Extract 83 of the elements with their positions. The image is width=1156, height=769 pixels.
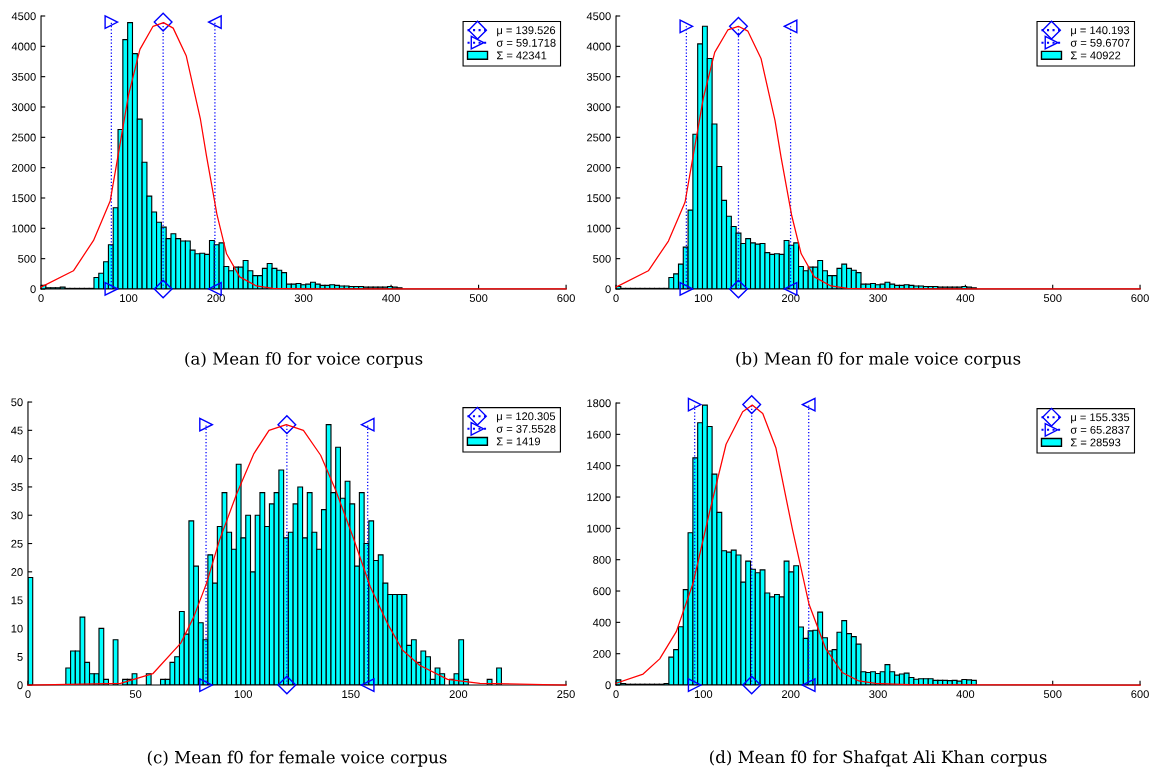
y-tick-label: 10: [11, 624, 23, 633]
x-tick-label: 400: [382, 294, 400, 303]
y-tick-label: 500: [18, 254, 36, 263]
y-tick-label: 2000: [12, 163, 36, 172]
y-tick-label: 1500: [12, 194, 36, 203]
text: (d) Mean f0 for Shafqat Ali Khan corpus: [710, 750, 1047, 767]
y-tick-label: 40: [11, 454, 23, 463]
y-tick-label: 3000: [11, 103, 36, 112]
y-tick-label: 45: [11, 426, 23, 435]
y-tick-label: 0: [30, 285, 36, 294]
y-tick-label: 2000: [587, 163, 611, 172]
text: (a) Mean f0 for voice corpus: [185, 351, 423, 369]
legend-label: μ = 140.193: [1071, 26, 1130, 37]
y-tick-label: 4000: [11, 42, 36, 51]
x-tick-label: 200: [449, 690, 468, 699]
y-tick-label: 15: [11, 596, 23, 605]
legend-label: μ = 139.526: [497, 26, 556, 37]
x-tick-label: 300: [294, 294, 313, 303]
legend-label: Σ = 42341: [497, 51, 547, 60]
x-tick-label: 500: [1043, 690, 1062, 699]
y-tick-label: 30: [11, 511, 23, 520]
y-tick-label: 3000: [586, 103, 611, 112]
y-tick-label: 0: [17, 681, 23, 690]
y-tick-label: 35: [11, 483, 23, 492]
y-tick-label: 1000: [587, 224, 611, 233]
y-tick-label: 800: [593, 555, 611, 564]
y-tick-label: 1000: [587, 524, 611, 533]
legend-label: σ = 37.5528: [496, 424, 556, 433]
y-tick-label: 3500: [11, 72, 36, 81]
x-tick-label: 250: [557, 690, 575, 699]
y-tick-label: 20: [11, 568, 23, 576]
x-tick-label: 600: [1131, 294, 1149, 303]
x-tick-label: 150: [342, 690, 360, 699]
x-tick-label: 100: [234, 690, 253, 699]
x-tick-label: 500: [1043, 294, 1062, 303]
y-tick-label: 4500: [11, 12, 36, 21]
x-tick-label: 600: [1131, 690, 1149, 699]
y-tick-label: 50: [11, 398, 23, 407]
y-tick-label: 4000: [586, 42, 611, 51]
legend-label: Σ = 40922: [1070, 51, 1121, 60]
x-tick-label: 0: [613, 690, 619, 699]
x-tick-label: 500: [469, 294, 488, 303]
x-tick-label: 100: [120, 294, 138, 303]
y-tick-label: 2500: [12, 133, 36, 142]
y-tick-label: 1200: [587, 493, 611, 502]
x-tick-label: 200: [781, 690, 800, 699]
legend-label: μ = 155.335: [1071, 413, 1130, 424]
y-tick-label: 1000: [12, 224, 36, 233]
y-tick-label: 0: [605, 285, 611, 294]
legend-label: Σ = 1419: [496, 437, 541, 446]
y-tick-label: 1600: [587, 430, 611, 439]
x-tick-label: 0: [38, 294, 44, 303]
x-tick-label: 200: [207, 294, 225, 303]
y-tick-label: 1500: [587, 194, 611, 203]
x-tick-label: 50: [129, 690, 142, 699]
y-tick-label: 3500: [586, 72, 611, 81]
y-tick-label: 2500: [587, 133, 611, 142]
legend-label: σ = 59.1718: [496, 38, 556, 47]
y-tick-label: 1800: [587, 399, 611, 408]
y-tick-label: 4500: [586, 12, 611, 21]
y-tick-label: 600: [593, 587, 611, 596]
text: (b) Mean f0 for male voice corpus: [736, 351, 1021, 369]
y-tick-label: 25: [11, 539, 23, 548]
x-tick-label: 300: [869, 690, 887, 699]
x-tick-label: 300: [869, 294, 887, 303]
y-tick-label: 1400: [587, 461, 611, 470]
legend-label: σ = 65.2837: [1070, 425, 1130, 434]
x-tick-label: 0: [613, 294, 619, 303]
x-tick-label: 400: [956, 294, 975, 303]
x-tick-label: 100: [694, 294, 713, 303]
legend-label: μ = 120.305: [497, 412, 556, 423]
y-tick-label: 500: [593, 254, 611, 263]
legend-label: σ = 59.6707: [1070, 38, 1130, 47]
y-tick-label: 200: [593, 649, 611, 658]
y-tick-label: 5: [17, 653, 23, 661]
x-tick-label: 400: [956, 690, 975, 699]
x-tick-label: 200: [781, 294, 800, 303]
y-tick-label: 400: [592, 618, 611, 627]
x-tick-label: 100: [694, 690, 713, 699]
text: (c) Mean f0 for female voice corpus: [147, 750, 447, 767]
x-tick-label: 600: [557, 294, 575, 303]
y-tick-label: 0: [605, 681, 611, 690]
legend-label: Σ = 28593: [1070, 438, 1121, 447]
